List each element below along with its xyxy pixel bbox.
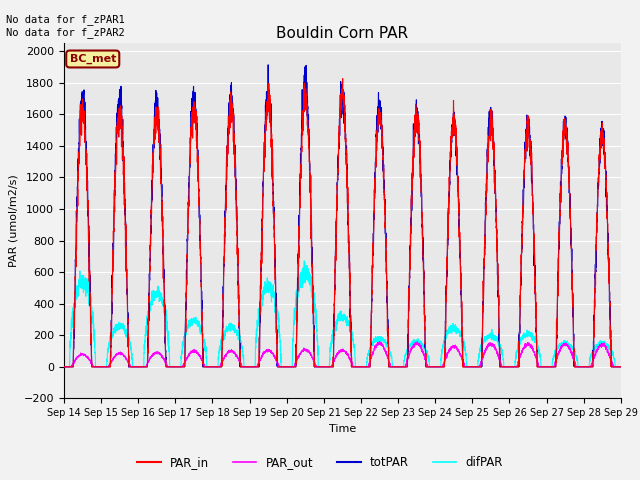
difPAR — [300, 258, 308, 264]
difPAR — [467, 364, 475, 370]
PAR_out — [376, 339, 383, 345]
Title: Bouldin Corn PAR: Bouldin Corn PAR — [276, 25, 408, 41]
Text: No data for f_zPAR1
No data for f_zPAR2: No data for f_zPAR1 No data for f_zPAR2 — [6, 14, 125, 38]
totPAR — [160, 276, 168, 282]
difPAR — [617, 364, 625, 370]
Line: PAR_in: PAR_in — [64, 79, 621, 367]
Y-axis label: PAR (umol/m2/s): PAR (umol/m2/s) — [8, 174, 18, 267]
PAR_in — [499, 364, 507, 370]
PAR_in — [322, 364, 330, 370]
difPAR — [616, 364, 624, 370]
totPAR — [322, 364, 330, 370]
PAR_in — [467, 364, 475, 370]
totPAR — [60, 364, 68, 370]
PAR_out — [499, 364, 507, 370]
X-axis label: Time: Time — [329, 424, 356, 433]
difPAR — [160, 308, 168, 314]
PAR_out — [617, 364, 625, 370]
difPAR — [436, 364, 444, 370]
totPAR — [617, 364, 625, 370]
PAR_out — [616, 364, 624, 370]
totPAR — [264, 62, 272, 68]
totPAR — [467, 364, 475, 370]
Line: PAR_out: PAR_out — [64, 342, 621, 367]
PAR_out — [160, 358, 168, 363]
totPAR — [499, 364, 507, 370]
Line: difPAR: difPAR — [64, 261, 621, 367]
PAR_in — [60, 364, 68, 370]
PAR_in — [617, 364, 625, 370]
PAR_out — [60, 364, 68, 370]
difPAR — [322, 364, 330, 370]
Legend: PAR_in, PAR_out, totPAR, difPAR: PAR_in, PAR_out, totPAR, difPAR — [132, 452, 508, 474]
PAR_in — [160, 279, 168, 285]
Text: BC_met: BC_met — [70, 54, 116, 64]
PAR_in — [616, 364, 624, 370]
PAR_out — [436, 364, 444, 370]
PAR_out — [467, 364, 475, 370]
totPAR — [616, 364, 624, 370]
difPAR — [499, 352, 507, 358]
difPAR — [60, 364, 68, 370]
PAR_in — [436, 364, 444, 370]
PAR_out — [322, 364, 330, 370]
totPAR — [436, 364, 444, 370]
Line: totPAR: totPAR — [64, 65, 621, 367]
PAR_in — [339, 76, 346, 82]
